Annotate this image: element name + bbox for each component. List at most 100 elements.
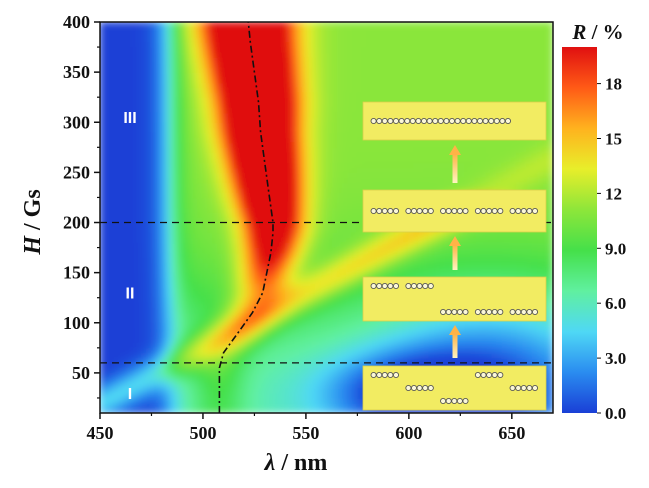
heatmap-cell [413, 91, 420, 98]
heatmap-cell [259, 51, 266, 58]
heatmap-cell [104, 397, 111, 404]
heatmap-cell [156, 387, 163, 394]
heatmap-cell [156, 222, 163, 229]
heatmap-cell [289, 36, 297, 43]
heatmap-cell [100, 96, 106, 103]
heatmap-cell [351, 36, 358, 43]
heatmap-cell [346, 342, 353, 349]
heatmap-cell [403, 327, 410, 334]
heatmap-cell [120, 91, 127, 98]
heatmap-cell [269, 51, 276, 58]
heatmap-cell [295, 171, 302, 178]
heatmap-cell [125, 186, 132, 193]
heatmap-cell [279, 407, 286, 413]
heatmap-cell [413, 141, 420, 148]
heatmap-cell [346, 141, 353, 148]
heatmap-cell [356, 322, 364, 329]
heatmap-cell [320, 56, 327, 63]
heatmap-cell [269, 186, 276, 193]
heatmap-cell [217, 292, 225, 299]
heatmap-cell [171, 362, 178, 369]
heatmap-cell [341, 222, 348, 229]
heatmap-cell [130, 227, 137, 234]
heatmap-cell [295, 81, 302, 88]
heatmap-cell [181, 126, 189, 133]
heatmap-cell [238, 86, 245, 93]
heatmap-cell [248, 176, 255, 183]
heatmap-cell [367, 161, 374, 168]
heatmap-cell [192, 36, 199, 43]
heatmap-cell [284, 322, 291, 329]
heatmap-cell [100, 31, 106, 38]
heatmap-cell [382, 257, 389, 264]
heatmap-cell [408, 51, 415, 58]
heatmap-cell [150, 126, 158, 133]
heatmap-cell [326, 282, 333, 289]
heatmap-cell [269, 191, 276, 198]
heatmap-cell [150, 171, 158, 178]
heatmap-cell [120, 322, 127, 329]
heatmap-cell [310, 51, 317, 58]
heatmap-cell [367, 91, 374, 98]
heatmap-cell [120, 407, 127, 413]
heatmap-cell [387, 46, 394, 53]
heatmap-cell [161, 237, 168, 244]
heatmap-cell [104, 121, 111, 128]
heatmap-cell [264, 31, 271, 38]
heatmap-cell [377, 232, 384, 239]
heatmap-cell [300, 407, 307, 413]
heatmap-cell [100, 267, 106, 274]
heatmap-cell [392, 247, 400, 254]
heatmap-cell [418, 146, 425, 153]
heatmap-cell [372, 161, 379, 168]
heatmap-cell [300, 262, 307, 269]
heatmap-cell [315, 111, 322, 118]
heatmap-cell [145, 51, 152, 58]
heatmap-cell [300, 36, 307, 43]
heatmap-cell [145, 96, 152, 103]
heatmap-cell [120, 106, 127, 113]
heatmap-cell [125, 272, 132, 279]
heatmap-cell [145, 121, 152, 128]
heatmap-cell [377, 342, 384, 349]
heatmap-cell [145, 257, 152, 264]
heatmap-cell [243, 307, 250, 314]
heatmap-cell [192, 377, 199, 384]
heatmap-cell [135, 181, 142, 188]
heatmap-cell [223, 332, 230, 339]
heatmap-cell [135, 56, 142, 63]
heatmap-cell [284, 206, 291, 213]
heatmap-cell [351, 126, 358, 133]
heatmap-cell [171, 257, 178, 264]
heatmap-cell [351, 272, 358, 279]
heatmap-cell [264, 382, 271, 389]
heatmap-cell [238, 337, 245, 344]
heatmap-cell [356, 206, 364, 213]
heatmap-cell [346, 26, 353, 33]
heatmap-cell [130, 146, 137, 153]
heatmap-cell [341, 387, 348, 394]
heatmap-cell [109, 292, 116, 299]
heatmap-cell [207, 81, 214, 88]
heatmap-cell [176, 116, 183, 123]
heatmap-cell [125, 131, 132, 138]
heatmap-cell [104, 327, 111, 334]
heatmap-cell [161, 136, 168, 143]
heatmap-cell [233, 136, 240, 143]
heatmap-cell [387, 342, 394, 349]
heatmap-cell [305, 237, 312, 244]
heatmap-cell [223, 106, 230, 113]
heatmap-cell [150, 161, 158, 168]
heatmap-cell [192, 211, 199, 218]
heatmap-cell [403, 347, 410, 354]
heatmap-cell [238, 106, 245, 113]
heatmap-cell [253, 191, 261, 198]
heatmap-cell [243, 272, 250, 279]
heatmap-cell [274, 282, 281, 289]
heatmap-cell [392, 262, 400, 269]
heatmap-cell [413, 56, 420, 63]
heatmap-cell [130, 347, 137, 354]
heatmap-cell [223, 121, 230, 128]
heatmap-cell [248, 166, 255, 173]
heatmap-cell [398, 161, 405, 168]
